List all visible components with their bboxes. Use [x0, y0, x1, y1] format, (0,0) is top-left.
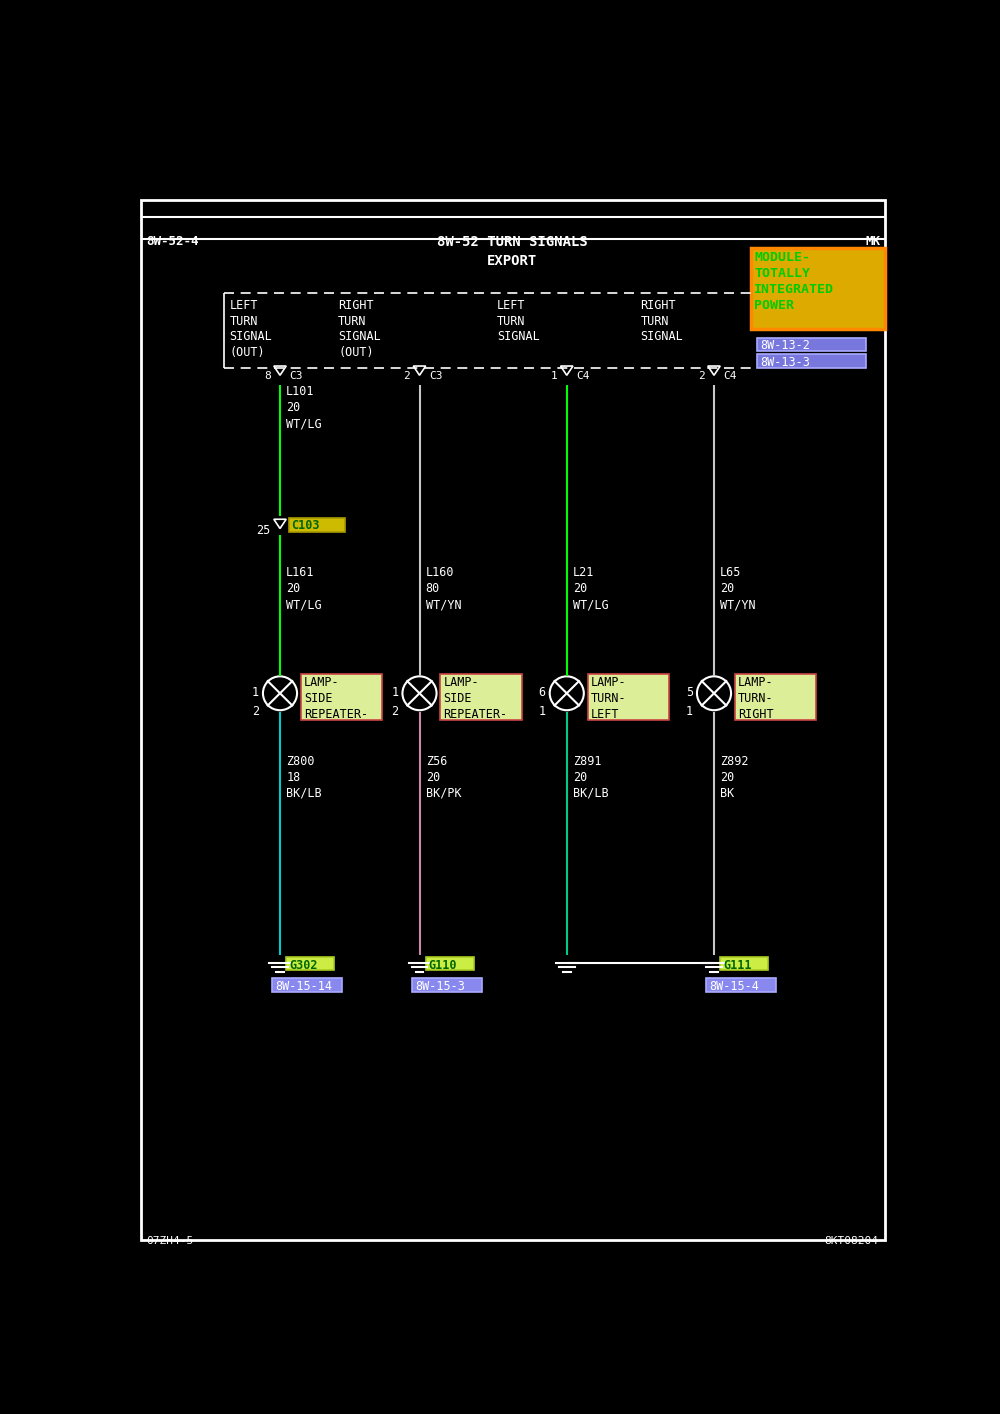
Text: 1: 1: [391, 686, 399, 699]
Text: 25: 25: [256, 523, 271, 537]
Text: 07ZH4-5: 07ZH4-5: [147, 1236, 194, 1246]
Text: L101
20
WT/LG: L101 20 WT/LG: [286, 385, 322, 430]
Text: 1: 1: [252, 686, 259, 699]
Text: G110: G110: [429, 959, 457, 971]
Text: LAMP-
SIDE
REPEATER-
RIGHT: LAMP- SIDE REPEATER- RIGHT: [444, 676, 508, 737]
Text: 2: 2: [391, 704, 399, 718]
Text: G302: G302: [289, 959, 318, 971]
Text: C103: C103: [292, 519, 320, 532]
Text: L21
20
WT/LG: L21 20 WT/LG: [573, 566, 609, 611]
Text: LAMP-
TURN-
RIGHT
FRONT: LAMP- TURN- RIGHT FRONT: [738, 676, 774, 737]
Text: RIGHT
TURN
SIGNAL
(OUT): RIGHT TURN SIGNAL (OUT): [338, 298, 381, 359]
Text: C4: C4: [723, 372, 737, 382]
Text: C4: C4: [576, 372, 590, 382]
Text: MODULE-
TOTALLY
INTEGRATED
POWER: MODULE- TOTALLY INTEGRATED POWER: [754, 252, 834, 312]
Text: 1: 1: [551, 372, 557, 382]
Text: 1: 1: [539, 704, 546, 718]
Text: C3: C3: [289, 372, 303, 382]
Text: 8KT08204: 8KT08204: [824, 1236, 878, 1246]
Text: 8W-13-2: 8W-13-2: [761, 339, 810, 352]
FancyBboxPatch shape: [412, 978, 482, 993]
FancyBboxPatch shape: [272, 978, 342, 993]
FancyBboxPatch shape: [289, 518, 345, 532]
FancyBboxPatch shape: [440, 674, 522, 720]
FancyBboxPatch shape: [757, 338, 866, 352]
Text: 2: 2: [698, 372, 705, 382]
Text: LEFT
TURN
SIGNAL: LEFT TURN SIGNAL: [497, 298, 540, 344]
Text: 2: 2: [403, 372, 410, 382]
Text: Z891
20
BK/LB: Z891 20 BK/LB: [573, 755, 609, 800]
Text: 1: 1: [686, 704, 693, 718]
FancyBboxPatch shape: [751, 249, 885, 329]
Text: 8W-15-3: 8W-15-3: [415, 980, 465, 993]
Text: 8W-15-4: 8W-15-4: [709, 980, 759, 993]
Text: 8W-13-3: 8W-13-3: [761, 356, 810, 369]
Text: 2: 2: [252, 704, 259, 718]
Text: L160
80
WT/YN: L160 80 WT/YN: [426, 566, 461, 611]
FancyBboxPatch shape: [706, 978, 776, 993]
Text: L65
20
WT/YN: L65 20 WT/YN: [720, 566, 756, 611]
FancyBboxPatch shape: [757, 355, 866, 368]
Text: L161
20
WT/LG: L161 20 WT/LG: [286, 566, 322, 611]
Text: MK: MK: [866, 235, 881, 247]
Text: LAMP-
SIDE
REPEATER-
LEFT: LAMP- SIDE REPEATER- LEFT: [304, 676, 368, 737]
Text: 8: 8: [264, 372, 271, 382]
Text: LAMP-
TURN-
LEFT
FRONT: LAMP- TURN- LEFT FRONT: [591, 676, 626, 737]
FancyBboxPatch shape: [286, 957, 334, 970]
Text: 8W-52 TURN SIGNALS: 8W-52 TURN SIGNALS: [437, 235, 588, 249]
FancyBboxPatch shape: [140, 201, 885, 1240]
Text: RIGHT
TURN
SIGNAL: RIGHT TURN SIGNAL: [640, 298, 683, 344]
Text: Z892
20
BK: Z892 20 BK: [720, 755, 749, 800]
Text: 8W-15-14: 8W-15-14: [275, 980, 332, 993]
Text: LEFT
TURN
SIGNAL
(OUT): LEFT TURN SIGNAL (OUT): [230, 298, 272, 359]
Text: 6: 6: [539, 686, 546, 699]
FancyBboxPatch shape: [588, 674, 669, 720]
Text: Z800
18
BK/LB: Z800 18 BK/LB: [286, 755, 322, 800]
Text: 5: 5: [686, 686, 693, 699]
Text: 8W-52-4: 8W-52-4: [147, 235, 199, 247]
FancyBboxPatch shape: [301, 674, 382, 720]
Text: G111: G111: [723, 959, 752, 971]
Text: Z56
20
BK/PK: Z56 20 BK/PK: [426, 755, 461, 800]
FancyBboxPatch shape: [426, 957, 474, 970]
Text: C3: C3: [429, 372, 442, 382]
Text: EXPORT: EXPORT: [487, 255, 538, 269]
FancyBboxPatch shape: [735, 674, 816, 720]
FancyBboxPatch shape: [720, 957, 768, 970]
